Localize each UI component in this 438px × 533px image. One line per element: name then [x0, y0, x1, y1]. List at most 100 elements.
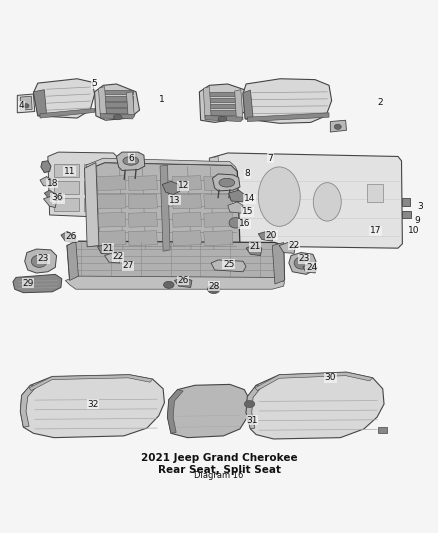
Polygon shape [229, 190, 244, 202]
Polygon shape [33, 90, 46, 116]
Bar [205, 98, 239, 102]
Polygon shape [17, 94, 35, 113]
Polygon shape [243, 90, 253, 119]
Polygon shape [330, 120, 346, 132]
Polygon shape [204, 212, 233, 227]
Bar [367, 184, 383, 202]
Text: 8: 8 [244, 169, 250, 179]
Ellipse shape [294, 257, 310, 269]
Polygon shape [246, 245, 262, 256]
Polygon shape [204, 176, 233, 190]
Bar [402, 198, 410, 206]
Text: 9: 9 [415, 216, 420, 225]
Polygon shape [228, 202, 243, 213]
Text: 28: 28 [208, 281, 219, 290]
Polygon shape [65, 276, 285, 289]
Polygon shape [95, 84, 140, 120]
Polygon shape [128, 176, 157, 190]
Text: 23: 23 [298, 254, 310, 263]
Ellipse shape [313, 183, 341, 221]
Bar [205, 92, 239, 96]
Bar [54, 181, 79, 194]
Polygon shape [243, 79, 332, 123]
Polygon shape [127, 92, 134, 117]
Polygon shape [25, 249, 57, 273]
Polygon shape [98, 244, 113, 254]
Polygon shape [172, 212, 201, 227]
Ellipse shape [31, 255, 47, 268]
Polygon shape [258, 231, 274, 241]
Polygon shape [97, 194, 126, 209]
Text: 4: 4 [19, 101, 25, 110]
Polygon shape [97, 176, 126, 190]
Text: 31: 31 [246, 416, 258, 425]
Bar [205, 104, 239, 108]
Polygon shape [204, 231, 233, 246]
Text: Diagram 16: Diagram 16 [194, 471, 244, 480]
Polygon shape [174, 277, 192, 287]
Polygon shape [20, 375, 164, 438]
Polygon shape [289, 253, 316, 274]
Bar [84, 181, 109, 194]
Bar [378, 427, 387, 433]
Polygon shape [212, 174, 240, 191]
Text: 16: 16 [239, 219, 250, 228]
Polygon shape [303, 264, 317, 273]
Polygon shape [272, 243, 285, 284]
Polygon shape [246, 372, 384, 439]
Text: 19: 19 [53, 195, 64, 203]
Text: 21: 21 [102, 244, 113, 253]
Text: 26: 26 [177, 276, 189, 285]
Ellipse shape [258, 167, 300, 227]
Polygon shape [172, 176, 201, 190]
Polygon shape [41, 161, 51, 173]
Text: 14: 14 [244, 195, 255, 203]
Ellipse shape [23, 103, 29, 108]
Bar [100, 96, 133, 101]
Ellipse shape [113, 115, 122, 120]
Polygon shape [43, 197, 57, 207]
Text: 26: 26 [66, 232, 77, 241]
Polygon shape [86, 158, 237, 171]
Polygon shape [29, 375, 152, 391]
Polygon shape [167, 384, 250, 438]
Bar [84, 198, 109, 211]
Text: 13: 13 [169, 196, 180, 205]
Text: 5: 5 [92, 79, 97, 88]
Ellipse shape [208, 285, 220, 294]
Text: 3: 3 [417, 202, 423, 211]
Polygon shape [199, 84, 246, 123]
Bar [54, 198, 79, 211]
Polygon shape [44, 190, 54, 198]
Polygon shape [61, 231, 76, 243]
Polygon shape [85, 163, 99, 247]
Ellipse shape [334, 124, 341, 130]
Ellipse shape [219, 179, 235, 187]
Polygon shape [246, 385, 262, 429]
Text: 32: 32 [88, 400, 99, 408]
Polygon shape [162, 181, 180, 195]
Text: 2021 Jeep Grand Cherokee
Rear Seat, Split Seat: 2021 Jeep Grand Cherokee Rear Seat, Spli… [141, 453, 297, 475]
Text: 1: 1 [159, 95, 165, 104]
Polygon shape [279, 243, 295, 253]
Polygon shape [13, 274, 62, 293]
Polygon shape [203, 87, 211, 118]
Bar [403, 211, 411, 217]
Polygon shape [205, 116, 243, 122]
Polygon shape [97, 212, 126, 227]
Text: 11: 11 [64, 167, 75, 176]
Text: 29: 29 [22, 279, 33, 288]
Polygon shape [211, 260, 246, 272]
Polygon shape [40, 108, 95, 118]
Polygon shape [97, 231, 126, 246]
Polygon shape [100, 114, 135, 119]
Text: 27: 27 [123, 261, 134, 270]
Polygon shape [67, 241, 285, 285]
Polygon shape [33, 79, 95, 118]
Polygon shape [128, 212, 157, 227]
Polygon shape [160, 165, 170, 251]
Polygon shape [67, 241, 78, 280]
Polygon shape [117, 152, 145, 171]
Text: 7: 7 [268, 154, 273, 163]
Polygon shape [48, 152, 120, 217]
